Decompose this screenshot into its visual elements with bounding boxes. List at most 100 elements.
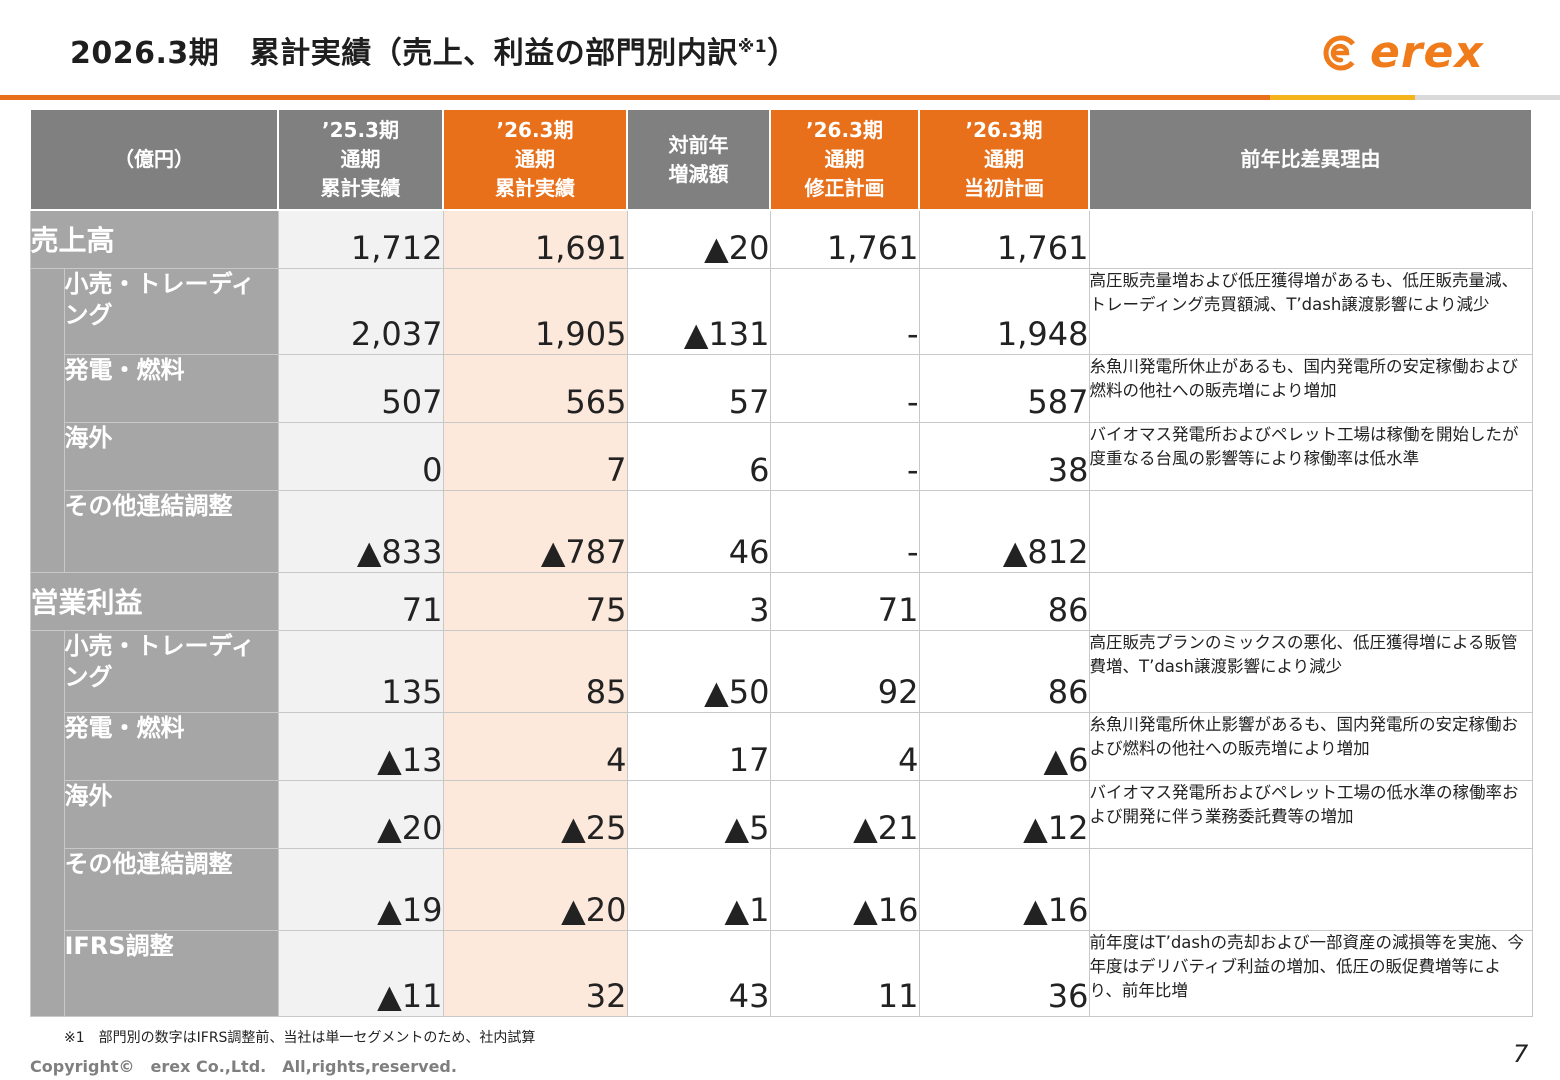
reason-cell: 糸魚川発電所休止があるも、国内発電所の安定稼働および燃料の他社への販売増により増… xyxy=(1088,353,1533,423)
table-cell: 6 xyxy=(626,421,771,491)
table-row: 小売・トレーディング 135 85 ▲50 92 86 高圧販売プランのミックス… xyxy=(29,629,1533,1017)
table-cell: ▲20 xyxy=(442,847,628,931)
table-cell: 565 xyxy=(442,353,628,423)
table-cell: 86 xyxy=(918,629,1090,713)
table-cell: ▲12 xyxy=(918,779,1090,849)
col-revised-plan-header: ’26.3期 通期 修正計画 xyxy=(769,108,920,211)
table-row: IFRS調整 ▲11 32 43 11 36 前年度はT’dashの売却および一… xyxy=(30,929,1533,1017)
reason-cell: バイオマス発電所およびペレット工場は稼働を開始したが度重なる台風の影響等により稼… xyxy=(1088,421,1533,491)
title-footnote-mark: ※1 xyxy=(737,37,768,57)
page-number: 7 xyxy=(1513,1040,1529,1068)
table-cell: ▲50 xyxy=(626,629,771,713)
reason-cell xyxy=(1088,489,1533,573)
col2-line1: ’26.3期 xyxy=(496,118,574,142)
row-label: IFRS調整 xyxy=(63,929,279,1017)
table-cell: ▲833 xyxy=(277,489,444,573)
table-cell: - xyxy=(769,421,920,491)
erex-logo: erex xyxy=(1322,28,1484,78)
table-cell: 92 xyxy=(769,629,920,713)
table-cell: 1,761 xyxy=(918,209,1090,269)
table-cell: ▲131 xyxy=(626,267,771,355)
table-cell: ▲11 xyxy=(277,929,444,1017)
row-label: 海外 xyxy=(63,421,279,491)
table-cell: ▲21 xyxy=(769,779,920,849)
results-table: （億円） ’25.3期 通期 累計実績 ’26.3期 通期 累計実績 対前年 増減額 ’2… xyxy=(29,108,1533,1017)
table-cell: 1,761 xyxy=(769,209,920,269)
table-row: 海外 0 7 6 - 38 バイオマス発電所およびペレット工場は稼働を開始したが… xyxy=(30,421,1533,491)
reason-cell xyxy=(1088,847,1533,931)
table-cell: 1,691 xyxy=(442,209,628,269)
table-cell: 11 xyxy=(769,929,920,1017)
table-cell: 587 xyxy=(918,353,1090,423)
table-cell: - xyxy=(769,489,920,573)
table-cell: 32 xyxy=(442,929,628,1017)
reason-cell: 糸魚川発電所休止影響があるも、国内発電所の安定稼働および燃料の他社への販売増によ… xyxy=(1088,711,1533,781)
table-cell: 71 xyxy=(277,571,444,631)
table-row: 発電・燃料 ▲13 4 17 4 ▲6 糸魚川発電所休止影響があるも、国内発電所… xyxy=(30,711,1533,781)
table-cell: ▲16 xyxy=(918,847,1090,931)
underline-gray xyxy=(1415,95,1560,100)
table-cell: 43 xyxy=(626,929,771,1017)
table-cell: 85 xyxy=(442,629,628,713)
reason-cell: 高圧販売プランのミックスの悪化、低圧獲得増による販管費増、T’dash譲渡影響に… xyxy=(1088,629,1533,713)
reason-cell: 前年度はT’dashの売却および一部資産の減損等を実施、今年度はデリバティブ利益… xyxy=(1088,929,1533,1017)
table-cell: 1,905 xyxy=(442,267,628,355)
row-label: 海外 xyxy=(63,779,279,849)
profit-indent xyxy=(29,629,65,1017)
profit-total-row: 営業利益 71 75 3 71 86 xyxy=(29,571,1533,631)
table-cell: - xyxy=(769,267,920,355)
table-row: 小売・トレーディング 2,037 1,905 ▲131 - 1,948 高圧販売… xyxy=(29,267,1533,573)
table-cell: ▲16 xyxy=(769,847,920,931)
col1-line3: 累計実績 xyxy=(320,176,401,200)
title-underline xyxy=(0,95,1560,100)
table-cell: 507 xyxy=(277,353,444,423)
table-cell: 1,712 xyxy=(277,209,444,269)
erex-swirl-icon xyxy=(1323,35,1359,71)
sales-total-row: 売上高 1,712 1,691 ▲20 1,761 1,761 xyxy=(29,209,1533,269)
table-cell: ▲6 xyxy=(918,711,1090,781)
table-cell: ▲13 xyxy=(277,711,444,781)
row-label: その他連結調整 xyxy=(63,489,279,573)
col1-line2: 通期 xyxy=(340,147,381,171)
table-cell: ▲5 xyxy=(626,779,771,849)
underline-orange xyxy=(0,95,1270,100)
table-cell: 0 xyxy=(277,421,444,491)
reason-header: 前年比差異理由 xyxy=(1088,108,1533,211)
table-cell: ▲19 xyxy=(277,847,444,931)
table-cell: 3 xyxy=(626,571,771,631)
table-cell: 46 xyxy=(626,489,771,573)
col-initial-plan-header: ’26.3期 通期 当初計画 xyxy=(918,108,1090,211)
copyright: Copyright© erex Co.,Ltd. All,rights,rese… xyxy=(30,1057,457,1076)
page-title-close: ） xyxy=(767,36,798,71)
row-label: 発電・燃料 xyxy=(63,711,279,781)
table-cell: 71 xyxy=(769,571,920,631)
row-label: 小売・トレーディング xyxy=(63,267,279,355)
col2-line2: 通期 xyxy=(515,147,555,171)
erex-wordmark: erex xyxy=(1370,27,1484,78)
table-cell: 2,037 xyxy=(277,267,444,355)
sales-label: 売上高 xyxy=(29,209,279,269)
header-row: （億円） ’25.3期 通期 累計実績 ’26.3期 通期 累計実績 対前年 増減額 ’2… xyxy=(29,108,1533,211)
col5-line2: 通期 xyxy=(984,147,1024,171)
table-cell: 4 xyxy=(769,711,920,781)
table-cell: 4 xyxy=(442,711,628,781)
table-cell: 75 xyxy=(442,571,628,631)
underline-yellow xyxy=(1270,95,1415,100)
row-label: 発電・燃料 xyxy=(63,353,279,423)
table-cell: ▲20 xyxy=(277,779,444,849)
col5-line3: 当初計画 xyxy=(964,176,1044,200)
col3-line2: 増減額 xyxy=(668,161,729,186)
page-title: 2026.3期 累計実績（売上、利益の部門別内訳※1） xyxy=(70,28,798,72)
table-cell: 57 xyxy=(626,353,771,423)
col-yoy-header: 対前年 増減額 xyxy=(626,108,771,211)
table-cell: ▲25 xyxy=(442,779,628,849)
sales-indent xyxy=(29,267,65,573)
profit-label: 営業利益 xyxy=(29,571,279,631)
table-cell: ▲20 xyxy=(626,209,771,269)
table-cell: ▲787 xyxy=(442,489,628,573)
col4-line2: 通期 xyxy=(824,147,865,171)
table-cell: 17 xyxy=(626,711,771,781)
table-cell: ▲1 xyxy=(626,847,771,931)
col2-line3: 累計実績 xyxy=(495,176,575,200)
footnote: ※1 部門別の数字はIFRS調整前、当社は単一セグメントのため、社内試算 xyxy=(64,1030,536,1046)
